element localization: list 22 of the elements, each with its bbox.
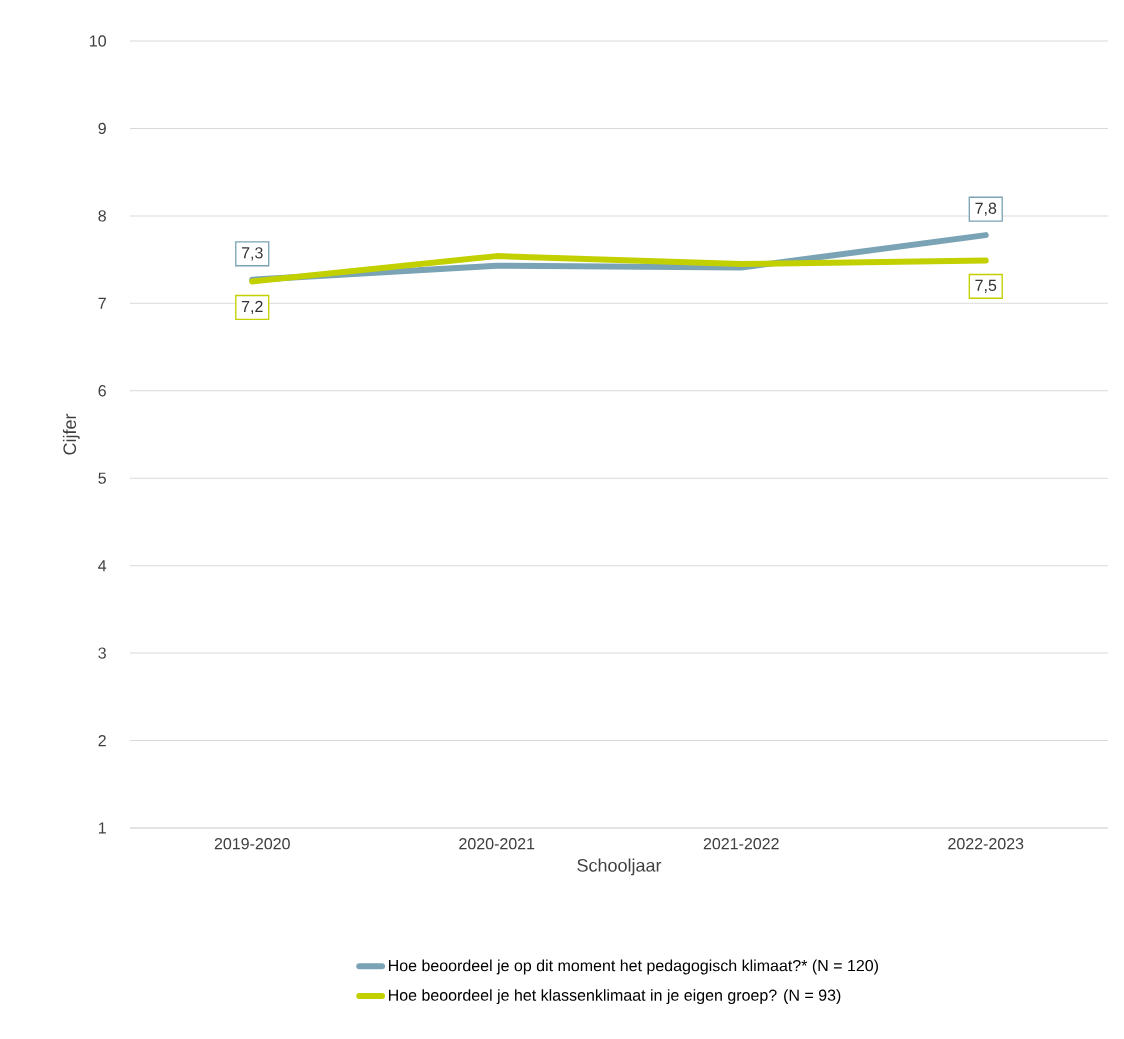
y-tick-label: 5: [98, 472, 106, 484]
y-tick-label: 9: [98, 122, 106, 135]
legend-label: Hoe beoordeel je het klassenklimaat in je eigen groep? (N = 93): [389, 989, 841, 1005]
y-tick-label: 7: [98, 297, 106, 309]
data-label: 7,5: [975, 279, 997, 293]
y-tick-label: 8: [98, 210, 106, 222]
x-tick-label: 2021-2022: [703, 838, 779, 850]
y-tick-label: 6: [98, 385, 106, 397]
data-label: 7,3: [241, 247, 263, 261]
y-tick-label: 2: [98, 734, 106, 747]
y-tick-label: 3: [98, 647, 106, 659]
x-tick-label: 2019-2020: [214, 838, 290, 850]
data-label: 7,8: [975, 202, 997, 216]
y-tick-label: 4: [98, 560, 107, 572]
data-label: 7,2: [241, 300, 263, 315]
y-axis-title: Cijfer: [62, 413, 80, 455]
y-tick-label: 10: [90, 35, 106, 47]
x-tick-label: 2022-2023: [948, 838, 1024, 850]
y-tick-label: 1: [98, 822, 106, 834]
x-axis-title: Schooljaar: [577, 858, 662, 876]
x-tick-label: 2020-2021: [459, 838, 535, 850]
legend-label: Hoe beoordeel je op dit moment het pedagogisch klimaat?* (N = 120): [389, 959, 878, 975]
